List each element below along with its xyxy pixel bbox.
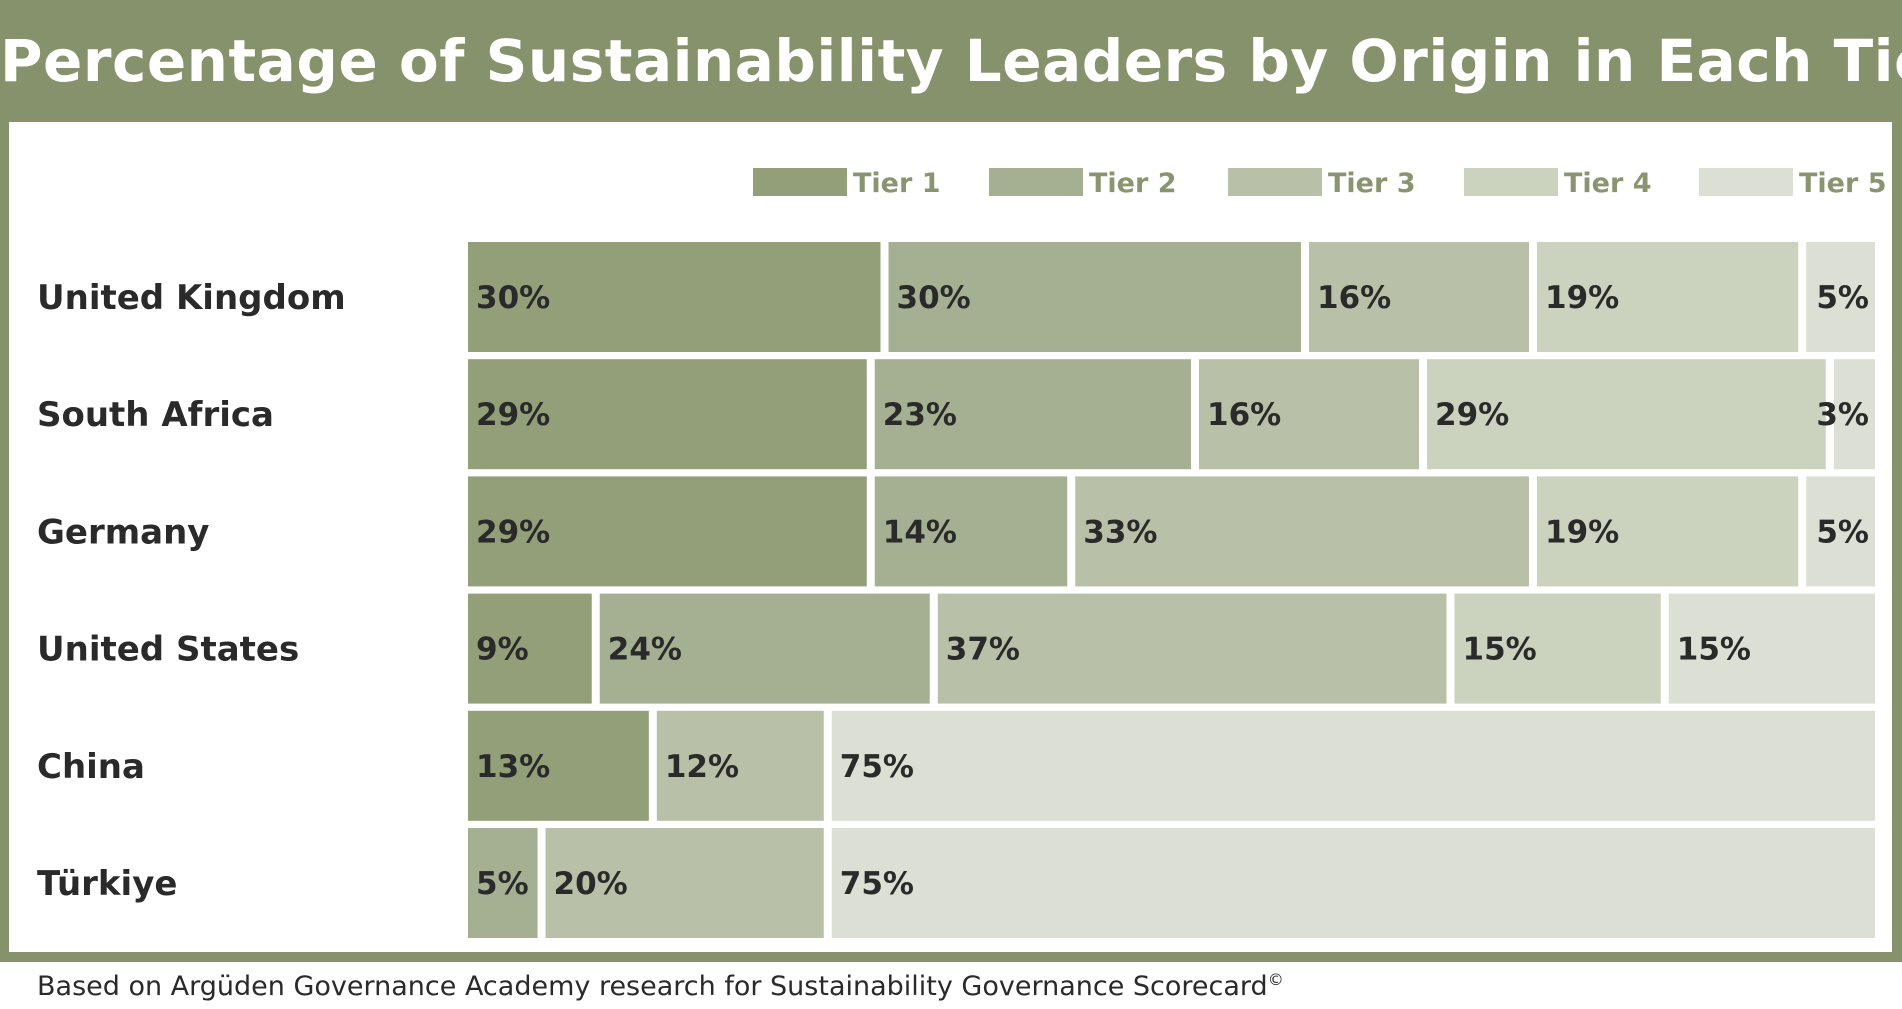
bar-t-rkiye-tier-2 xyxy=(468,828,538,938)
data-label-china-tier-5: 75% xyxy=(840,749,914,785)
bar-united-kingdom-tier-4 xyxy=(1537,242,1799,352)
data-label-china-tier-1: 13% xyxy=(476,749,550,785)
data-label-t-rkiye-tier-3: 20% xyxy=(554,866,628,902)
data-label-south-africa-tier-2: 23% xyxy=(883,397,957,433)
source-footnote: Based on Argüden Governance Academy rese… xyxy=(37,970,1284,1002)
legend-swatch-tier-1 xyxy=(753,168,847,196)
data-label-united-states-tier-3: 37% xyxy=(946,632,1020,668)
data-label-united-kingdom-tier-5: 5% xyxy=(1816,280,1869,316)
category-label-united-states: United States xyxy=(37,630,299,670)
category-labels: United Kingdom South Africa Germany United … xyxy=(37,278,346,904)
data-label-united-kingdom-tier-4: 19% xyxy=(1545,280,1619,316)
data-label-united-states-tier-1: 9% xyxy=(476,632,529,668)
data-label-china-tier-3: 12% xyxy=(665,749,739,785)
data-label-united-states-tier-2: 24% xyxy=(608,632,682,668)
bar-germany-tier-2 xyxy=(874,476,1068,587)
bar-segments xyxy=(468,242,1875,938)
legend-label-tier-1: Tier 1 xyxy=(853,168,941,199)
bar-united-states-tier-4 xyxy=(1454,593,1661,704)
bar-t-rkiye-tier-3 xyxy=(545,828,824,938)
bar-t-rkiye-tier-5 xyxy=(831,828,1875,938)
legend-swatch-tier-5 xyxy=(1699,168,1793,196)
data-label-united-kingdom-tier-1: 30% xyxy=(476,280,550,316)
data-label-south-africa-tier-3: 16% xyxy=(1207,397,1281,433)
data-label-united-states-tier-5: 15% xyxy=(1677,632,1751,668)
chart-panel: Tier 1 Tier 2 Tier 3 Tier 4 Tier 5 United Ki… xyxy=(9,122,1892,952)
category-label-t-rkiye: Türkiye xyxy=(37,864,177,904)
legend-label-tier-4: Tier 4 xyxy=(1564,168,1652,199)
bar-germany-tier-3 xyxy=(1075,476,1529,587)
bar-united-states-tier-1 xyxy=(468,593,592,704)
bar-germany-tier-1 xyxy=(468,476,867,587)
legend-label-tier-2: Tier 2 xyxy=(1089,168,1177,199)
category-label-united-kingdom: United Kingdom xyxy=(37,278,346,318)
bar-south-africa-tier-3 xyxy=(1199,359,1419,470)
bar-united-kingdom-tier-5 xyxy=(1806,242,1875,352)
legend-swatch-tier-4 xyxy=(1464,168,1558,196)
bar-south-africa-tier-5 xyxy=(1833,359,1875,470)
bar-germany-tier-5 xyxy=(1806,476,1875,587)
category-label-germany: Germany xyxy=(37,512,209,552)
bar-south-africa-tier-4 xyxy=(1427,359,1826,470)
stacked-bar-chart: Tier 1 Tier 2 Tier 3 Tier 4 Tier 5 United Ki… xyxy=(37,168,1887,938)
bar-united-kingdom-tier-2 xyxy=(888,242,1301,352)
chart-frame: Percentage of Sustainability Leaders by … xyxy=(0,0,1902,962)
copyright-mark: © xyxy=(1267,970,1284,989)
bar-china-tier-1 xyxy=(468,710,649,821)
data-label-germany-tier-2: 14% xyxy=(883,514,957,550)
data-label-t-rkiye-tier-5: 75% xyxy=(840,866,914,902)
data-label-south-africa-tier-4: 29% xyxy=(1435,397,1509,433)
data-labels: 30% 30% 16% 19% 5% 29% 23% 16% 29% 3% 29% 14% 33% 19%… xyxy=(476,280,1869,902)
bar-germany-tier-4 xyxy=(1537,476,1799,587)
data-label-germany-tier-1: 29% xyxy=(476,514,550,550)
footnote-text: Based on Argüden Governance Academy rese… xyxy=(37,971,1268,1002)
bar-united-states-tier-3 xyxy=(937,593,1447,704)
bar-south-africa-tier-1 xyxy=(468,359,867,470)
bar-united-kingdom-tier-1 xyxy=(468,242,881,352)
bar-united-states-tier-2 xyxy=(599,593,930,704)
category-label-china: China xyxy=(37,747,145,787)
data-label-germany-tier-4: 19% xyxy=(1545,514,1619,550)
bar-south-africa-tier-2 xyxy=(874,359,1191,470)
legend-swatch-tier-3 xyxy=(1228,168,1322,196)
chart-legend: Tier 1 Tier 2 Tier 3 Tier 4 Tier 5 xyxy=(753,168,1887,199)
bar-united-states-tier-5 xyxy=(1668,593,1875,704)
legend-label-tier-3: Tier 3 xyxy=(1328,168,1416,199)
legend-label-tier-5: Tier 5 xyxy=(1799,168,1887,199)
data-label-t-rkiye-tier-2: 5% xyxy=(476,866,529,902)
bar-united-kingdom-tier-3 xyxy=(1309,242,1529,352)
data-label-united-kingdom-tier-3: 16% xyxy=(1317,280,1391,316)
data-label-germany-tier-5: 5% xyxy=(1816,514,1869,550)
data-label-united-kingdom-tier-2: 30% xyxy=(897,280,971,316)
data-label-united-states-tier-4: 15% xyxy=(1463,632,1537,668)
data-label-south-africa-tier-5: 3% xyxy=(1816,397,1869,433)
data-label-south-africa-tier-1: 29% xyxy=(476,397,550,433)
chart-title: Percentage of Sustainability Leaders by … xyxy=(0,27,1902,95)
bar-china-tier-5 xyxy=(831,710,1875,821)
category-label-south-africa: South Africa xyxy=(37,395,274,435)
data-label-germany-tier-3: 33% xyxy=(1083,514,1157,550)
legend-swatch-tier-2 xyxy=(989,168,1083,196)
bar-china-tier-3 xyxy=(656,710,824,821)
